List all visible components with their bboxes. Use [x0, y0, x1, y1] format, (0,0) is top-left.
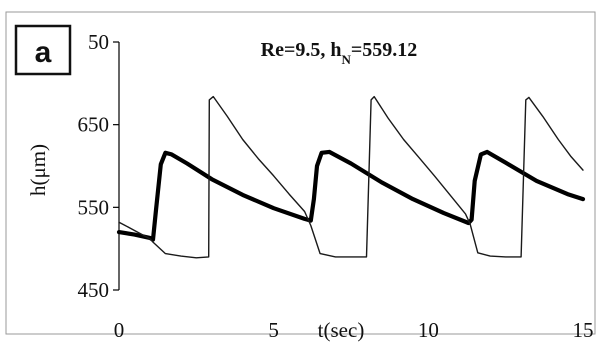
y-tick-label: 450: [78, 278, 110, 302]
series-line-thin: [118, 95, 584, 259]
series-layer: [116, 95, 586, 259]
x-tick-label: 15: [573, 318, 594, 342]
figure-border: [5, 11, 596, 335]
chart-title-rest: =559.12: [351, 39, 417, 61]
y-tick-label: 550: [78, 195, 110, 219]
x-axis-ticks: 0 5 10 15: [114, 318, 594, 342]
y-tick-label: 650: [78, 113, 110, 137]
chart-title-main: Re=9.5, h: [261, 39, 342, 61]
panel-label: a: [35, 36, 52, 69]
x-tick-label: 10: [418, 318, 439, 342]
y-axis-ticks: 450 550 650 50: [78, 30, 119, 302]
y-tick-label: 50: [88, 30, 109, 54]
series-line-thick: [116, 149, 586, 242]
panel-label-box: [14, 24, 72, 76]
x-tick-label: 5: [268, 318, 279, 342]
x-axis-label: t(sec): [318, 318, 365, 342]
x-tick-label: 0: [114, 318, 125, 342]
chart-title-subscript: N: [342, 52, 352, 67]
y-axis-label: h(μm): [26, 144, 50, 196]
chart-title: Re=9.5, hN=559.12: [261, 39, 418, 67]
